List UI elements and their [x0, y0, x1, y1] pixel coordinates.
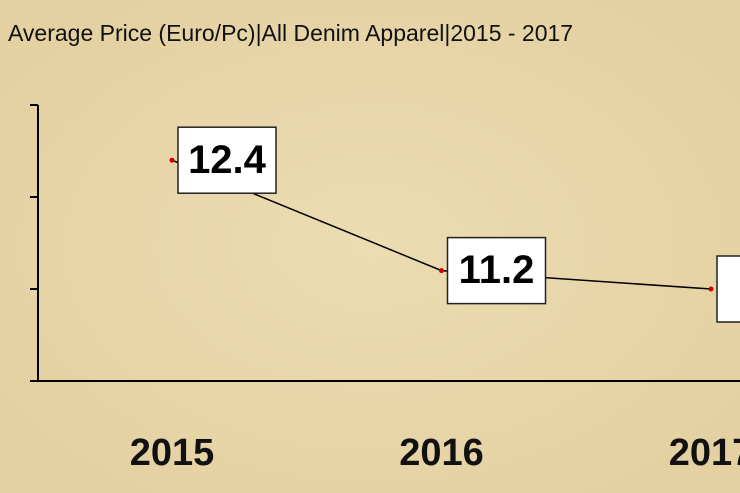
marker [169, 157, 175, 163]
marker [708, 286, 714, 292]
x-tick-label: 2017 [669, 432, 740, 474]
chart-title: Average Price (Euro/Pc)|All Denim Appare… [8, 20, 573, 46]
value-label-box [446, 236, 547, 305]
x-tick-label: 2015 [130, 432, 215, 474]
value-label: 11.2 [459, 248, 535, 292]
value-label-box [716, 255, 740, 323]
x-tick-label: 2016 [399, 432, 484, 474]
value-label-box [177, 126, 277, 194]
value-label: 12.4 [188, 138, 267, 182]
marker [439, 268, 444, 274]
